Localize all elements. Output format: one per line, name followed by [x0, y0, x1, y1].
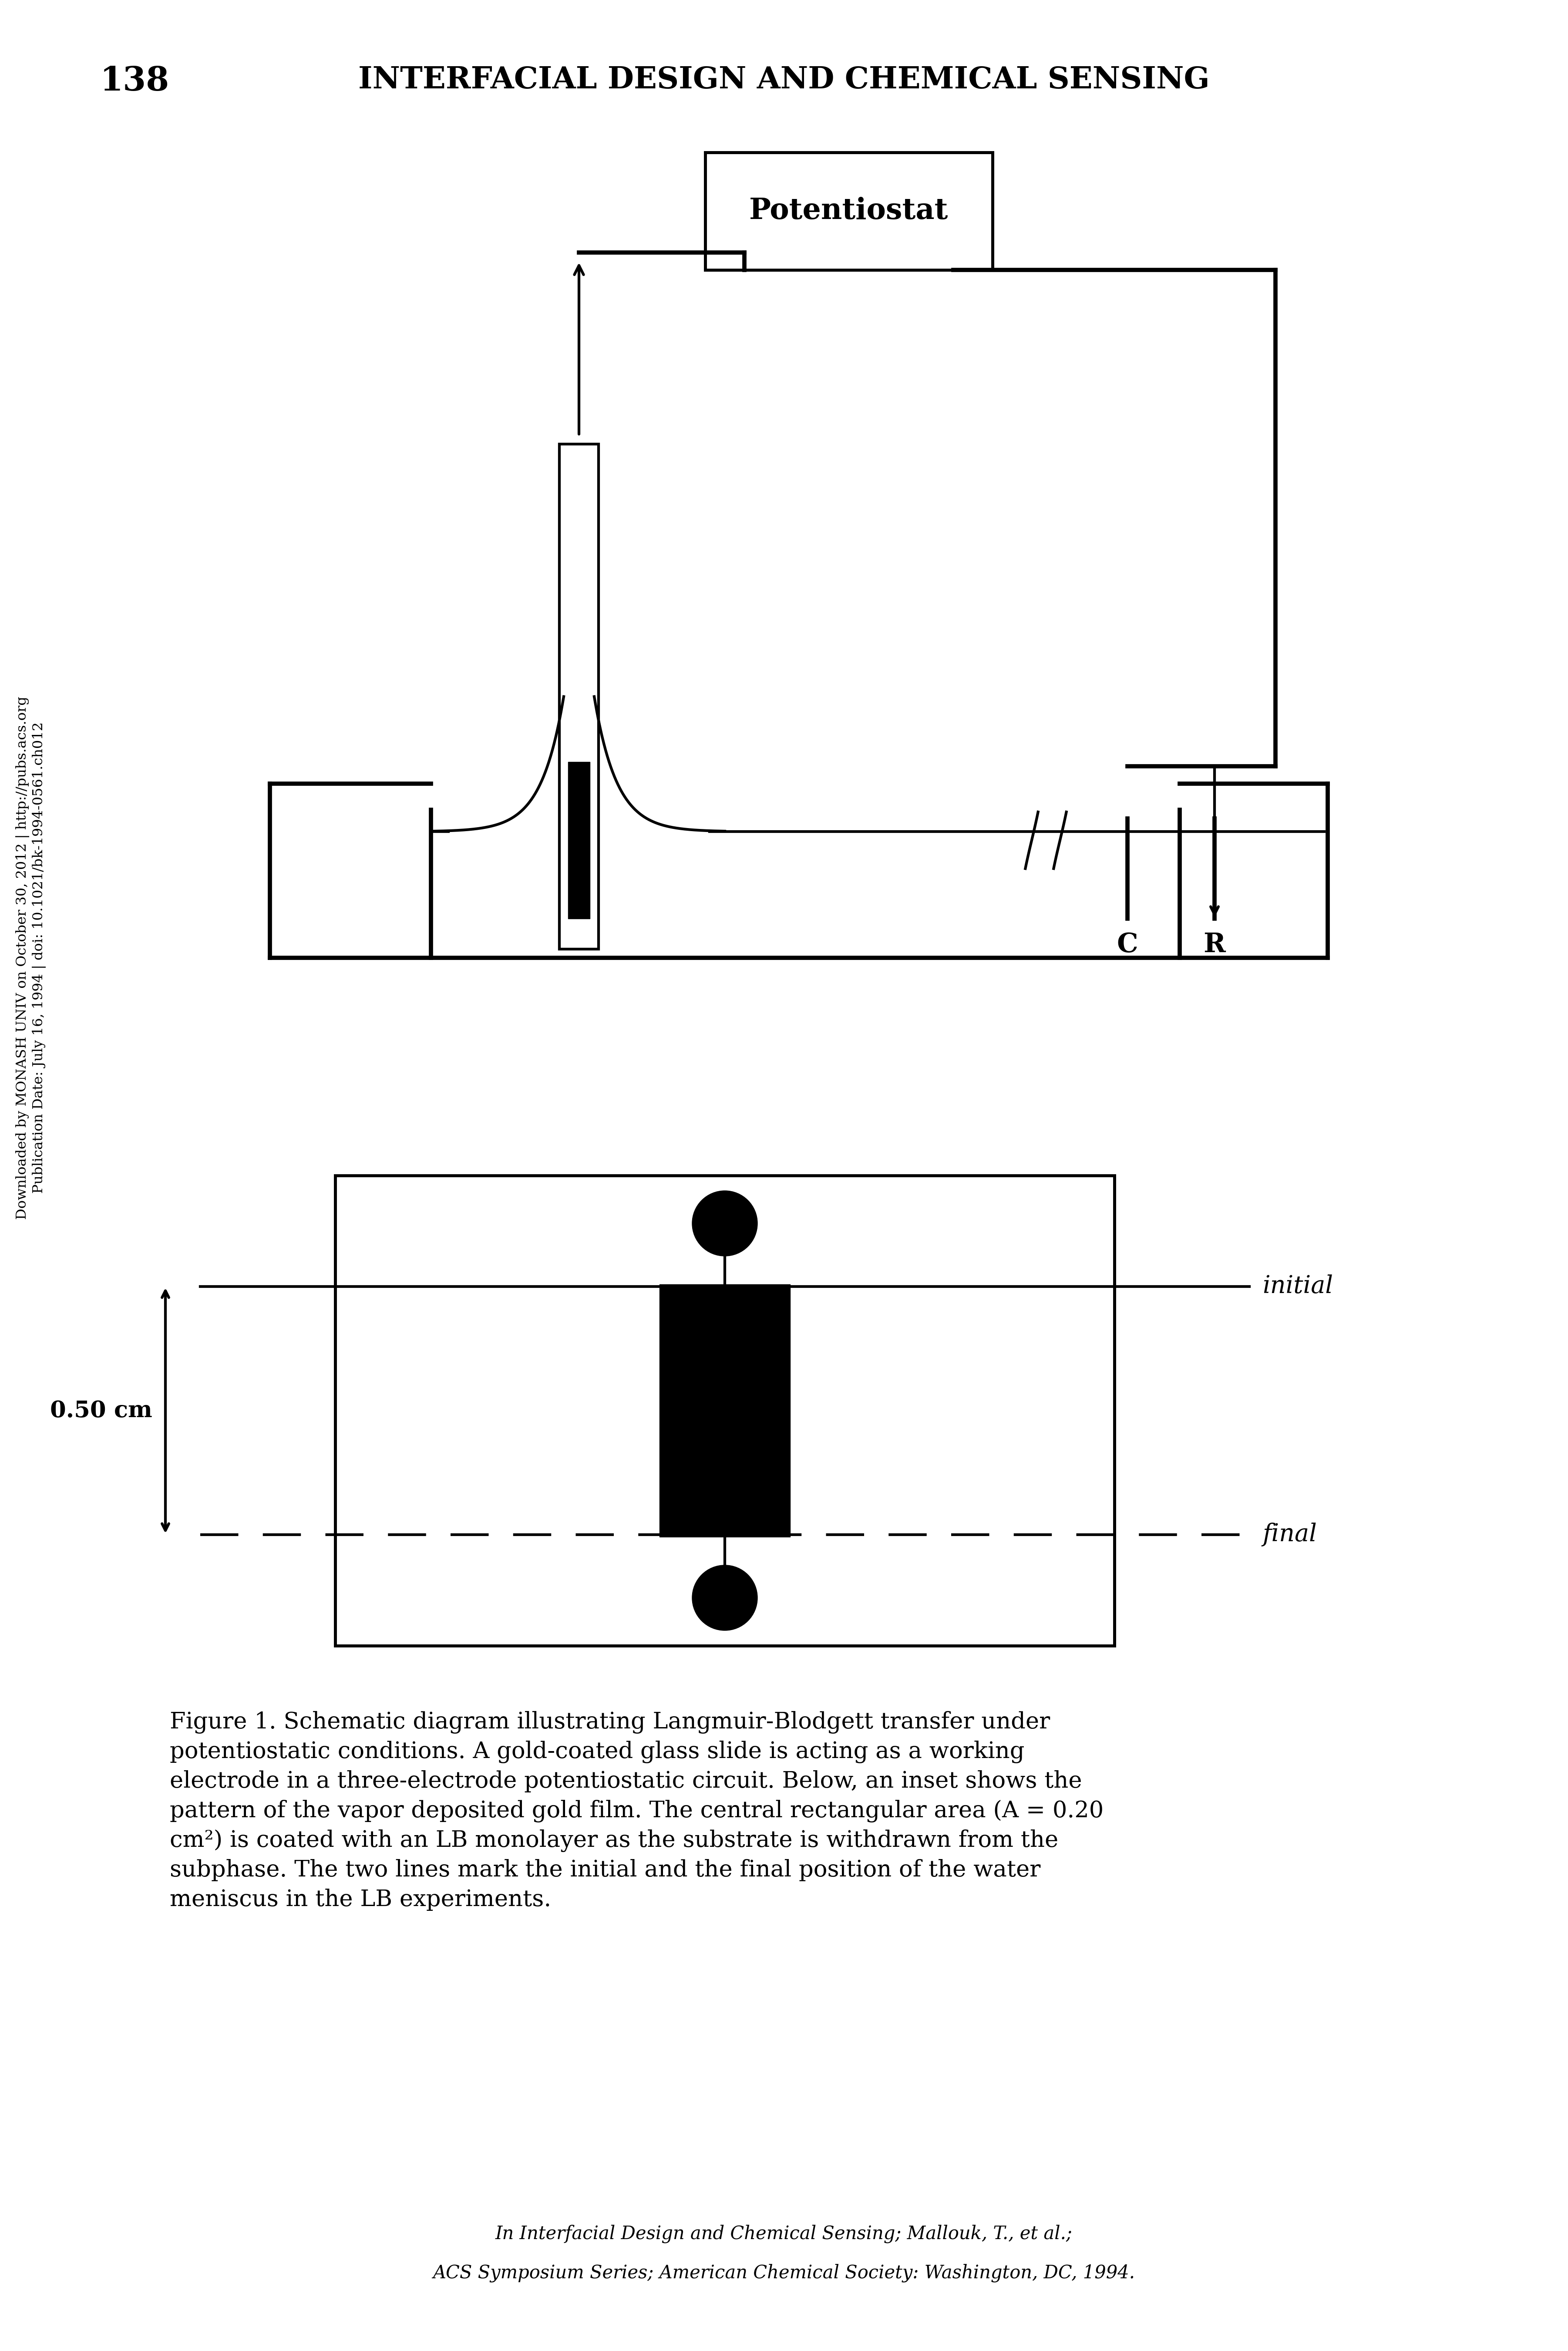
Text: 0.50 cm: 0.50 cm — [50, 1399, 152, 1422]
Text: electrode in a three-electrode potentiostatic circuit. Below, an inset shows the: electrode in a three-electrode potentios… — [169, 1770, 1082, 1791]
Bar — [706, 153, 993, 270]
Bar — [336, 1176, 1115, 1646]
Text: Downloaded by MONASH UNIV on October 30, 2012 | http://pubs.acs.org: Downloaded by MONASH UNIV on October 30,… — [16, 696, 30, 1220]
Text: meniscus in the LB experiments.: meniscus in the LB experiments. — [169, 1888, 552, 1911]
Bar — [560, 444, 599, 950]
Text: Potentiostat: Potentiostat — [750, 197, 949, 226]
Text: Figure 1. Schematic diagram illustrating Langmuir-Blodgett transfer under: Figure 1. Schematic diagram illustrating… — [169, 1712, 1051, 1733]
Text: pattern of the vapor deposited gold film. The central rectangular area (A = 0.20: pattern of the vapor deposited gold film… — [169, 1801, 1104, 1822]
Text: initial: initial — [1262, 1274, 1333, 1298]
Text: final: final — [1262, 1523, 1317, 1547]
Text: cm²) is coated with an LB monolayer as the substrate is withdrawn from the: cm²) is coated with an LB monolayer as t… — [169, 1829, 1058, 1853]
Text: C: C — [1116, 931, 1138, 957]
Text: ACS Symposium Series; American Chemical Society: Washington, DC, 1994.: ACS Symposium Series; American Chemical … — [433, 2264, 1135, 2283]
Text: 138: 138 — [100, 66, 169, 96]
Circle shape — [691, 1190, 757, 1255]
Bar — [568, 762, 590, 919]
Circle shape — [691, 1566, 757, 1632]
Text: potentiostatic conditions. A gold-coated glass slide is acting as a working: potentiostatic conditions. A gold-coated… — [169, 1740, 1024, 1763]
Text: Publication Date: July 16, 1994 | doi: 10.1021/bk-1994-0561.ch012: Publication Date: July 16, 1994 | doi: 1… — [33, 722, 45, 1194]
Text: INTERFACIAL DESIGN AND CHEMICAL SENSING: INTERFACIAL DESIGN AND CHEMICAL SENSING — [359, 66, 1209, 94]
Bar — [660, 1284, 790, 1538]
Text: In Interfacial Design and Chemical Sensing; Mallouk, T., et al.;: In Interfacial Design and Chemical Sensi… — [495, 2224, 1073, 2243]
Text: R: R — [1204, 931, 1226, 957]
Text: subphase. The two lines mark the initial and the final position of the water: subphase. The two lines mark the initial… — [169, 1860, 1041, 1881]
